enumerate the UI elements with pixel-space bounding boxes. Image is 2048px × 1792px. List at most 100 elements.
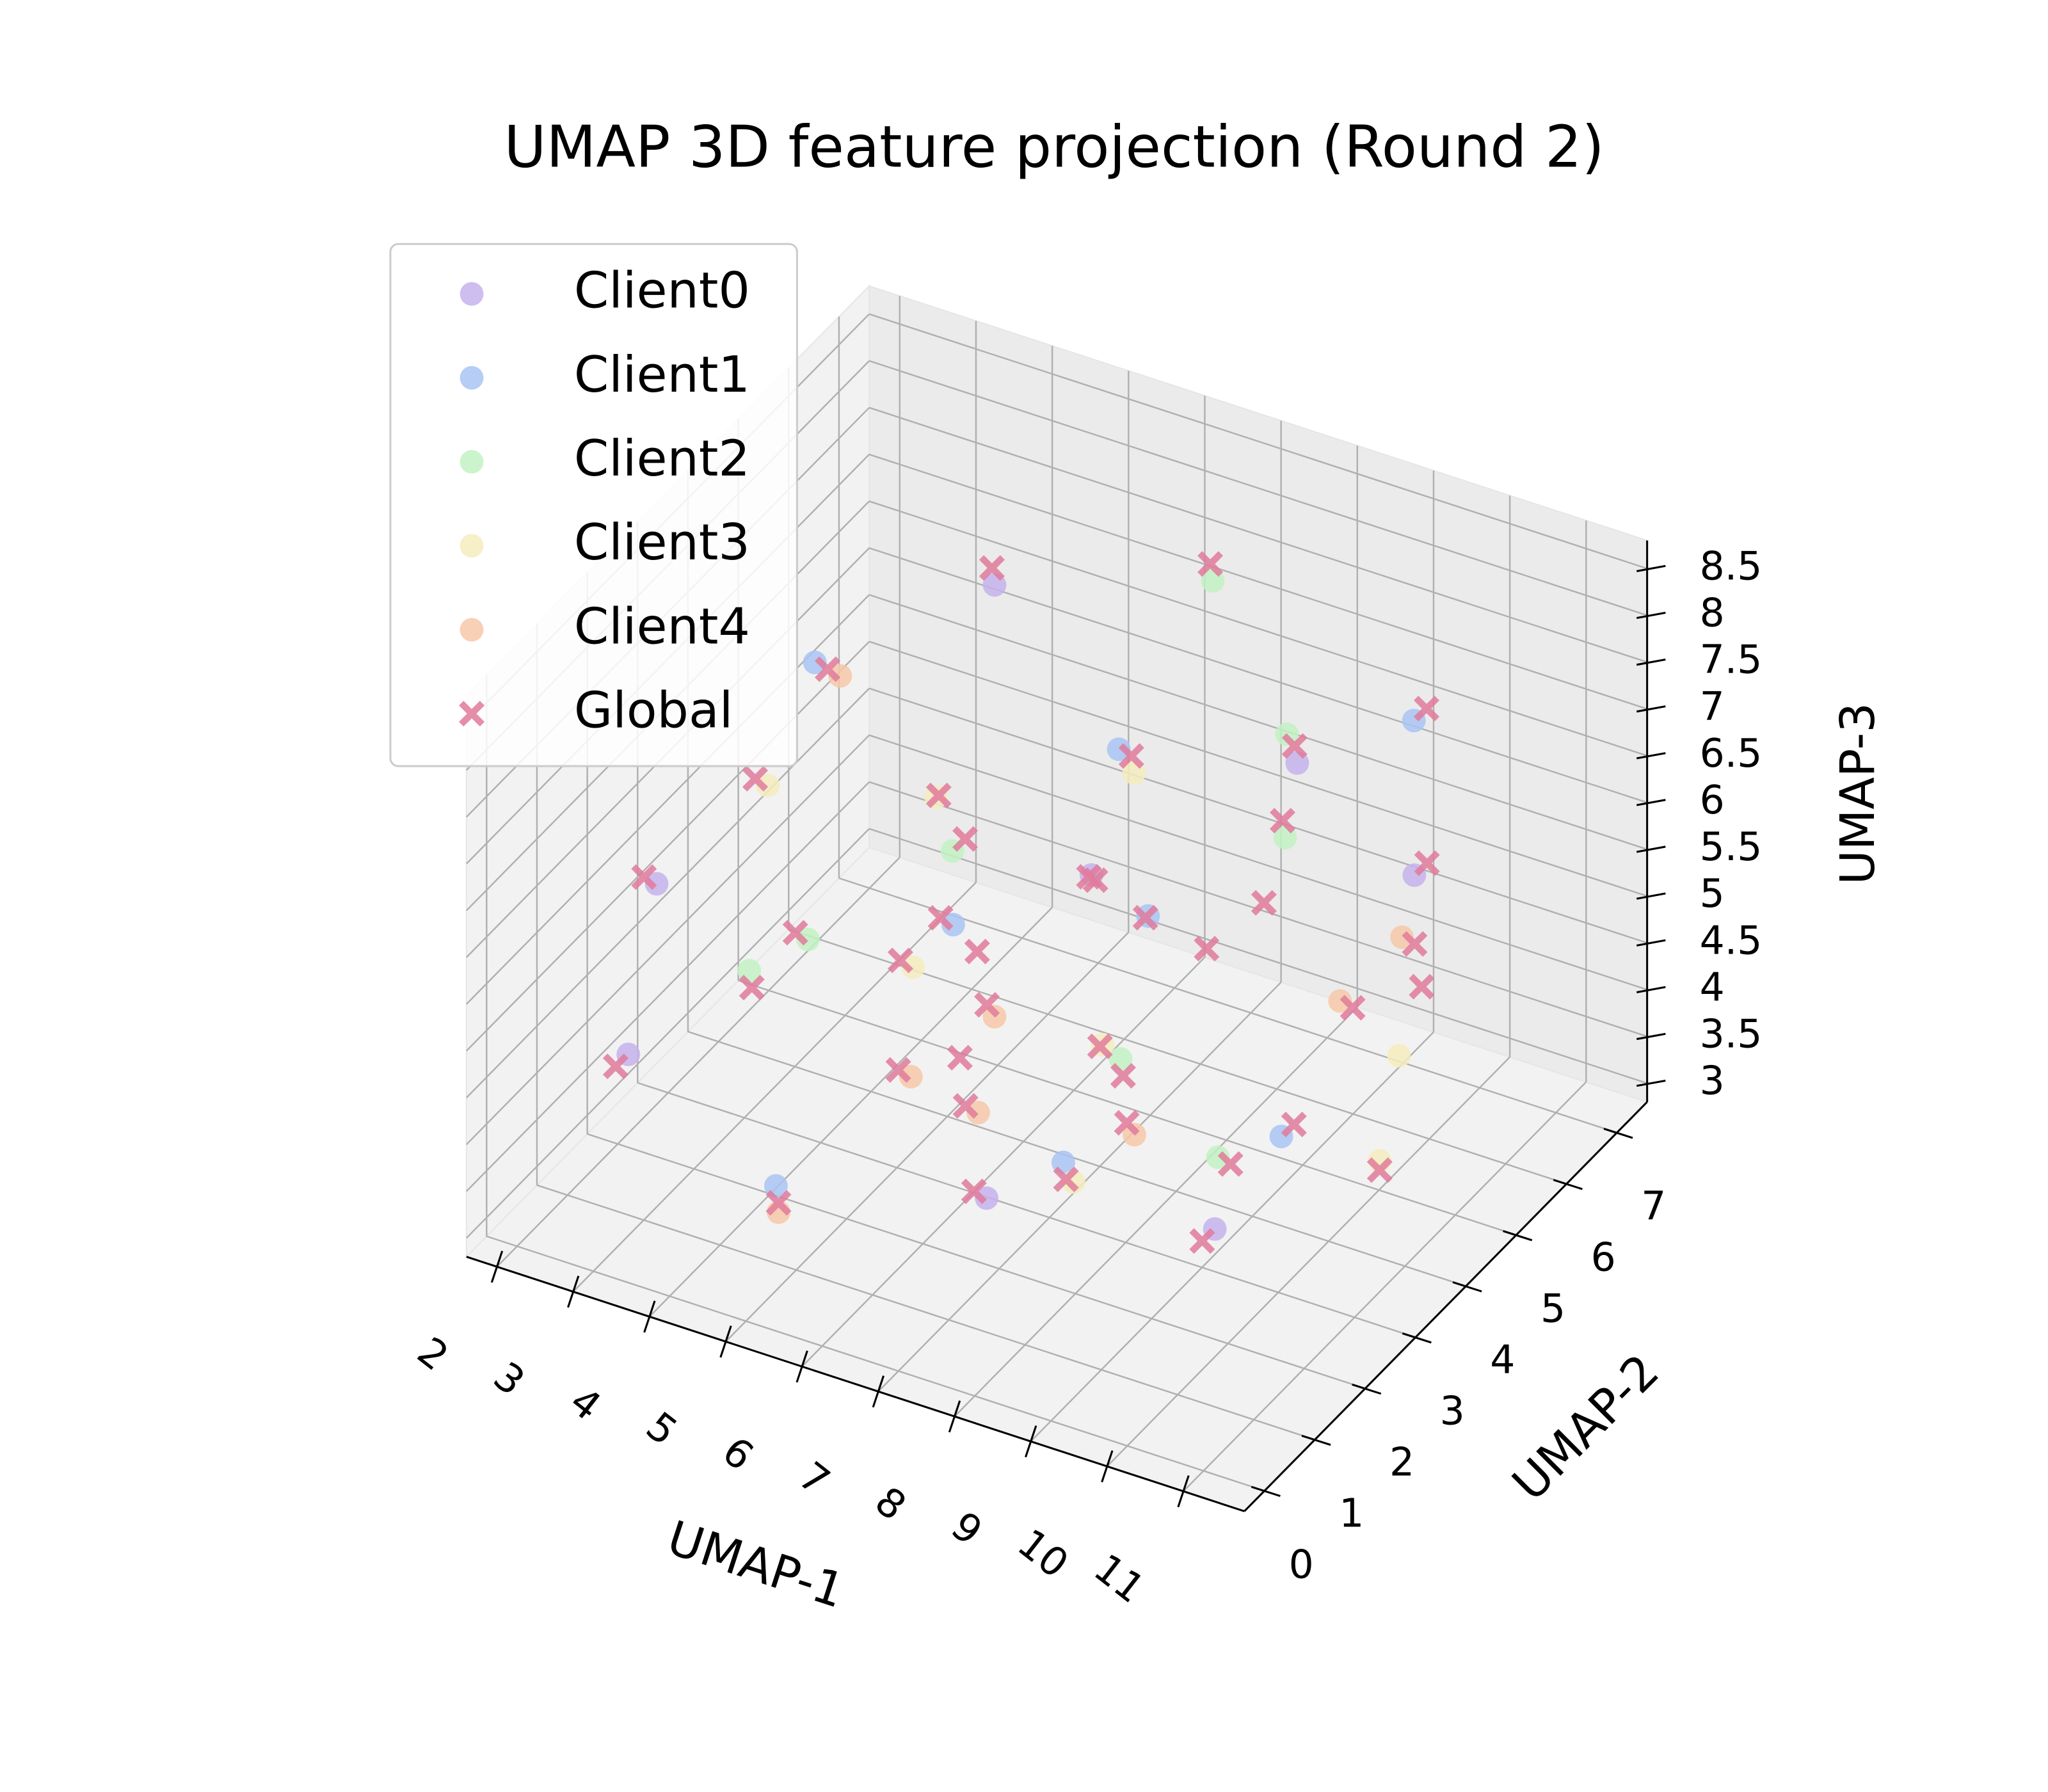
tick-mark <box>1603 1128 1633 1139</box>
y-tick-label: 2 <box>1389 1439 1414 1485</box>
x-tick-label: 8 <box>867 1478 915 1530</box>
tick-mark <box>1636 752 1666 760</box>
x-axis-label: UMAP-1 <box>661 1511 851 1619</box>
legend-box <box>389 243 798 767</box>
marker-x <box>782 920 808 946</box>
grid-line <box>868 313 1648 570</box>
marker-dot <box>828 664 852 688</box>
grid-line <box>465 781 870 1192</box>
x-tick-label: 4 <box>561 1378 609 1430</box>
marker-dot <box>1107 737 1131 762</box>
grid-line <box>725 931 1130 1343</box>
grid-line <box>465 687 870 1098</box>
tick-mark <box>1636 658 1666 666</box>
marker-x <box>1217 1151 1244 1177</box>
marker-x <box>459 701 485 727</box>
marker-x <box>1413 696 1440 722</box>
y-tick-label: 0 <box>1289 1541 1314 1587</box>
grid-line <box>868 828 1648 1084</box>
z-tick-label: 7.5 <box>1700 637 1763 683</box>
y-tick-label: 3 <box>1440 1388 1465 1434</box>
tick-mark <box>1251 1485 1281 1498</box>
z-tick-label: 4.5 <box>1700 917 1763 963</box>
marker-dot <box>966 1101 990 1124</box>
grid-line <box>801 956 1206 1368</box>
tick-mark <box>719 1325 732 1358</box>
tick-mark <box>1553 1179 1583 1190</box>
tick-mark <box>1402 1332 1432 1344</box>
x-tick-label: 11 <box>1085 1545 1153 1612</box>
marker-x <box>952 1092 979 1119</box>
tick-mark <box>796 1350 808 1383</box>
tick-mark <box>1636 564 1666 572</box>
marker-x <box>952 826 979 852</box>
legend: Client0 Client1 Client2 Client3 Client4 Globa… <box>389 243 798 767</box>
marker-dot <box>460 282 484 306</box>
tick-mark <box>1636 939 1666 947</box>
grid-line <box>1106 1056 1511 1468</box>
marker-dot <box>803 650 827 675</box>
marker-x <box>1366 1157 1393 1183</box>
marker-dot <box>756 773 780 797</box>
grid-line <box>868 500 1648 756</box>
tick-mark <box>1452 1281 1482 1293</box>
marker-x <box>1281 733 1308 759</box>
grid-line <box>465 734 870 1146</box>
marker-dot <box>901 955 925 979</box>
grid-line <box>465 641 870 1052</box>
tick-mark <box>643 1300 656 1333</box>
marker-dot <box>460 365 484 390</box>
marker-x <box>885 1057 911 1083</box>
marker-dot <box>941 913 965 937</box>
legend-label: Client2 <box>574 430 750 488</box>
marker-x <box>765 1190 792 1216</box>
tick-mark <box>567 1276 580 1308</box>
z-tick-label: 4 <box>1700 964 1725 1010</box>
marker-dot <box>644 872 669 896</box>
marker-x <box>887 947 913 973</box>
z-tick-label: 8 <box>1700 590 1725 636</box>
marker-x <box>1269 808 1296 834</box>
y-axis-label: UMAP-2 <box>1503 1344 1670 1511</box>
z-tick-label: 6.5 <box>1700 730 1763 776</box>
y-tick-label: 4 <box>1490 1337 1515 1383</box>
marker-x <box>1132 904 1158 931</box>
marker-x <box>974 992 1000 1018</box>
legend-label: Client4 <box>574 598 750 655</box>
marker-x <box>1402 931 1428 957</box>
tick-mark <box>1636 1032 1666 1041</box>
x-tick-label: 5 <box>637 1403 685 1455</box>
tick-mark <box>1101 1450 1114 1483</box>
y-tick-label: 7 <box>1641 1183 1666 1229</box>
grid-line <box>1030 1031 1434 1443</box>
y-axis-line <box>1244 1101 1648 1512</box>
grid-line <box>496 856 900 1268</box>
marker-dot <box>899 1064 923 1089</box>
marker-x <box>1114 1110 1140 1136</box>
legend-label: Client3 <box>574 514 750 572</box>
grid-line <box>587 1133 1366 1389</box>
marker-x <box>961 1178 987 1204</box>
marker-dot <box>1328 989 1352 1013</box>
grid-line <box>868 687 1648 944</box>
tick-mark <box>1177 1475 1190 1508</box>
marker-x <box>1082 867 1108 893</box>
marker-dot <box>460 534 484 558</box>
marker-dot <box>975 1186 999 1210</box>
grid-line <box>954 1006 1358 1418</box>
marker-x <box>1197 551 1224 577</box>
marker-x <box>1251 890 1277 916</box>
marker-x <box>1194 936 1220 962</box>
marker-x <box>1340 995 1366 1021</box>
x-tick-label: 10 <box>1009 1520 1077 1587</box>
z-tick-label: 8.5 <box>1700 543 1763 589</box>
marker-x <box>979 555 1005 581</box>
marker-x <box>1189 1228 1215 1254</box>
marker-x <box>815 656 841 682</box>
marker-x <box>1281 1111 1307 1137</box>
marker-dot <box>460 450 484 474</box>
marker-dot <box>1387 1044 1411 1068</box>
legend-label: Client1 <box>574 346 750 404</box>
